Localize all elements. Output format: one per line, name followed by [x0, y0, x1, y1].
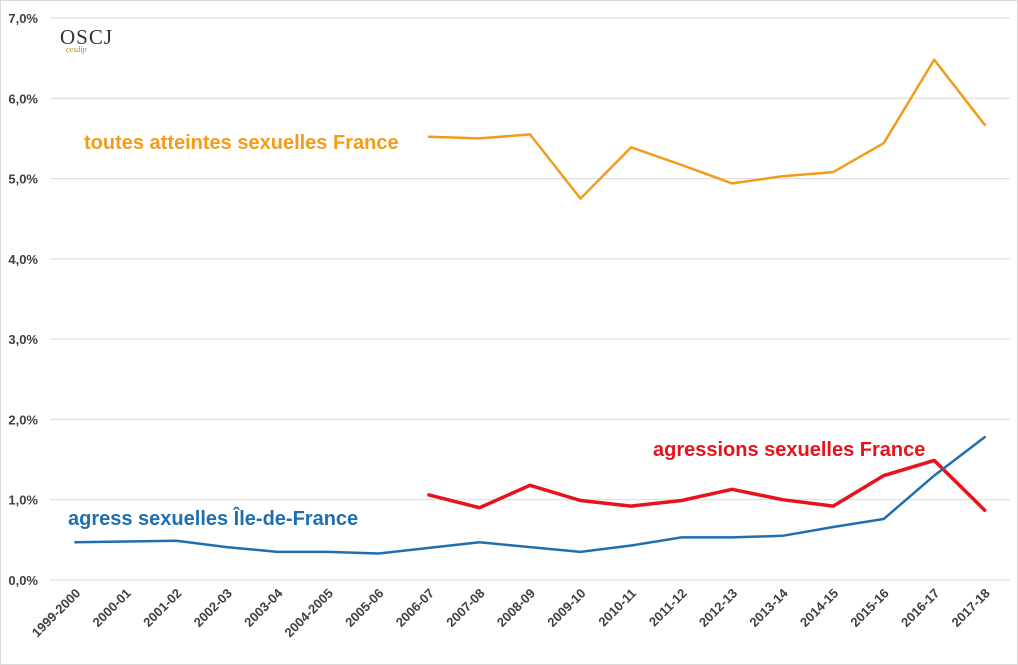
y-axis-tick-labels: 0,0% 1,0% 2,0% 3,0% 4,0% 5,0% 6,0% 7,0%: [8, 11, 38, 588]
series-lines: [74, 58, 987, 555]
y-tick-label: 6,0%: [8, 91, 38, 106]
logo: OSCJ cesdip: [60, 25, 113, 54]
logo-text: OSCJ: [60, 25, 113, 49]
series-line-1: [427, 458, 987, 512]
y-tick-label: 1,0%: [8, 493, 38, 508]
y-tick-label: 7,0%: [8, 11, 38, 26]
series-label-agress-idf: agress sexuelles Île-de-France: [68, 506, 358, 530]
y-tick-label: 0,0%: [8, 573, 38, 588]
series-label-toutes-atteintes: toutes atteintes sexuelles France: [84, 132, 399, 154]
y-tick-label: 5,0%: [8, 172, 38, 187]
y-tick-label: 4,0%: [8, 252, 38, 267]
series-line-0: [427, 58, 986, 200]
series-label-agressions-france: agressions sexuelles France: [653, 439, 925, 461]
y-tick-label: 3,0%: [8, 332, 38, 347]
y-tick-label: 2,0%: [8, 412, 38, 427]
logo-subtext: cesdip: [66, 45, 86, 54]
series-line-2: [74, 435, 986, 555]
gridlines: [50, 17, 1010, 581]
